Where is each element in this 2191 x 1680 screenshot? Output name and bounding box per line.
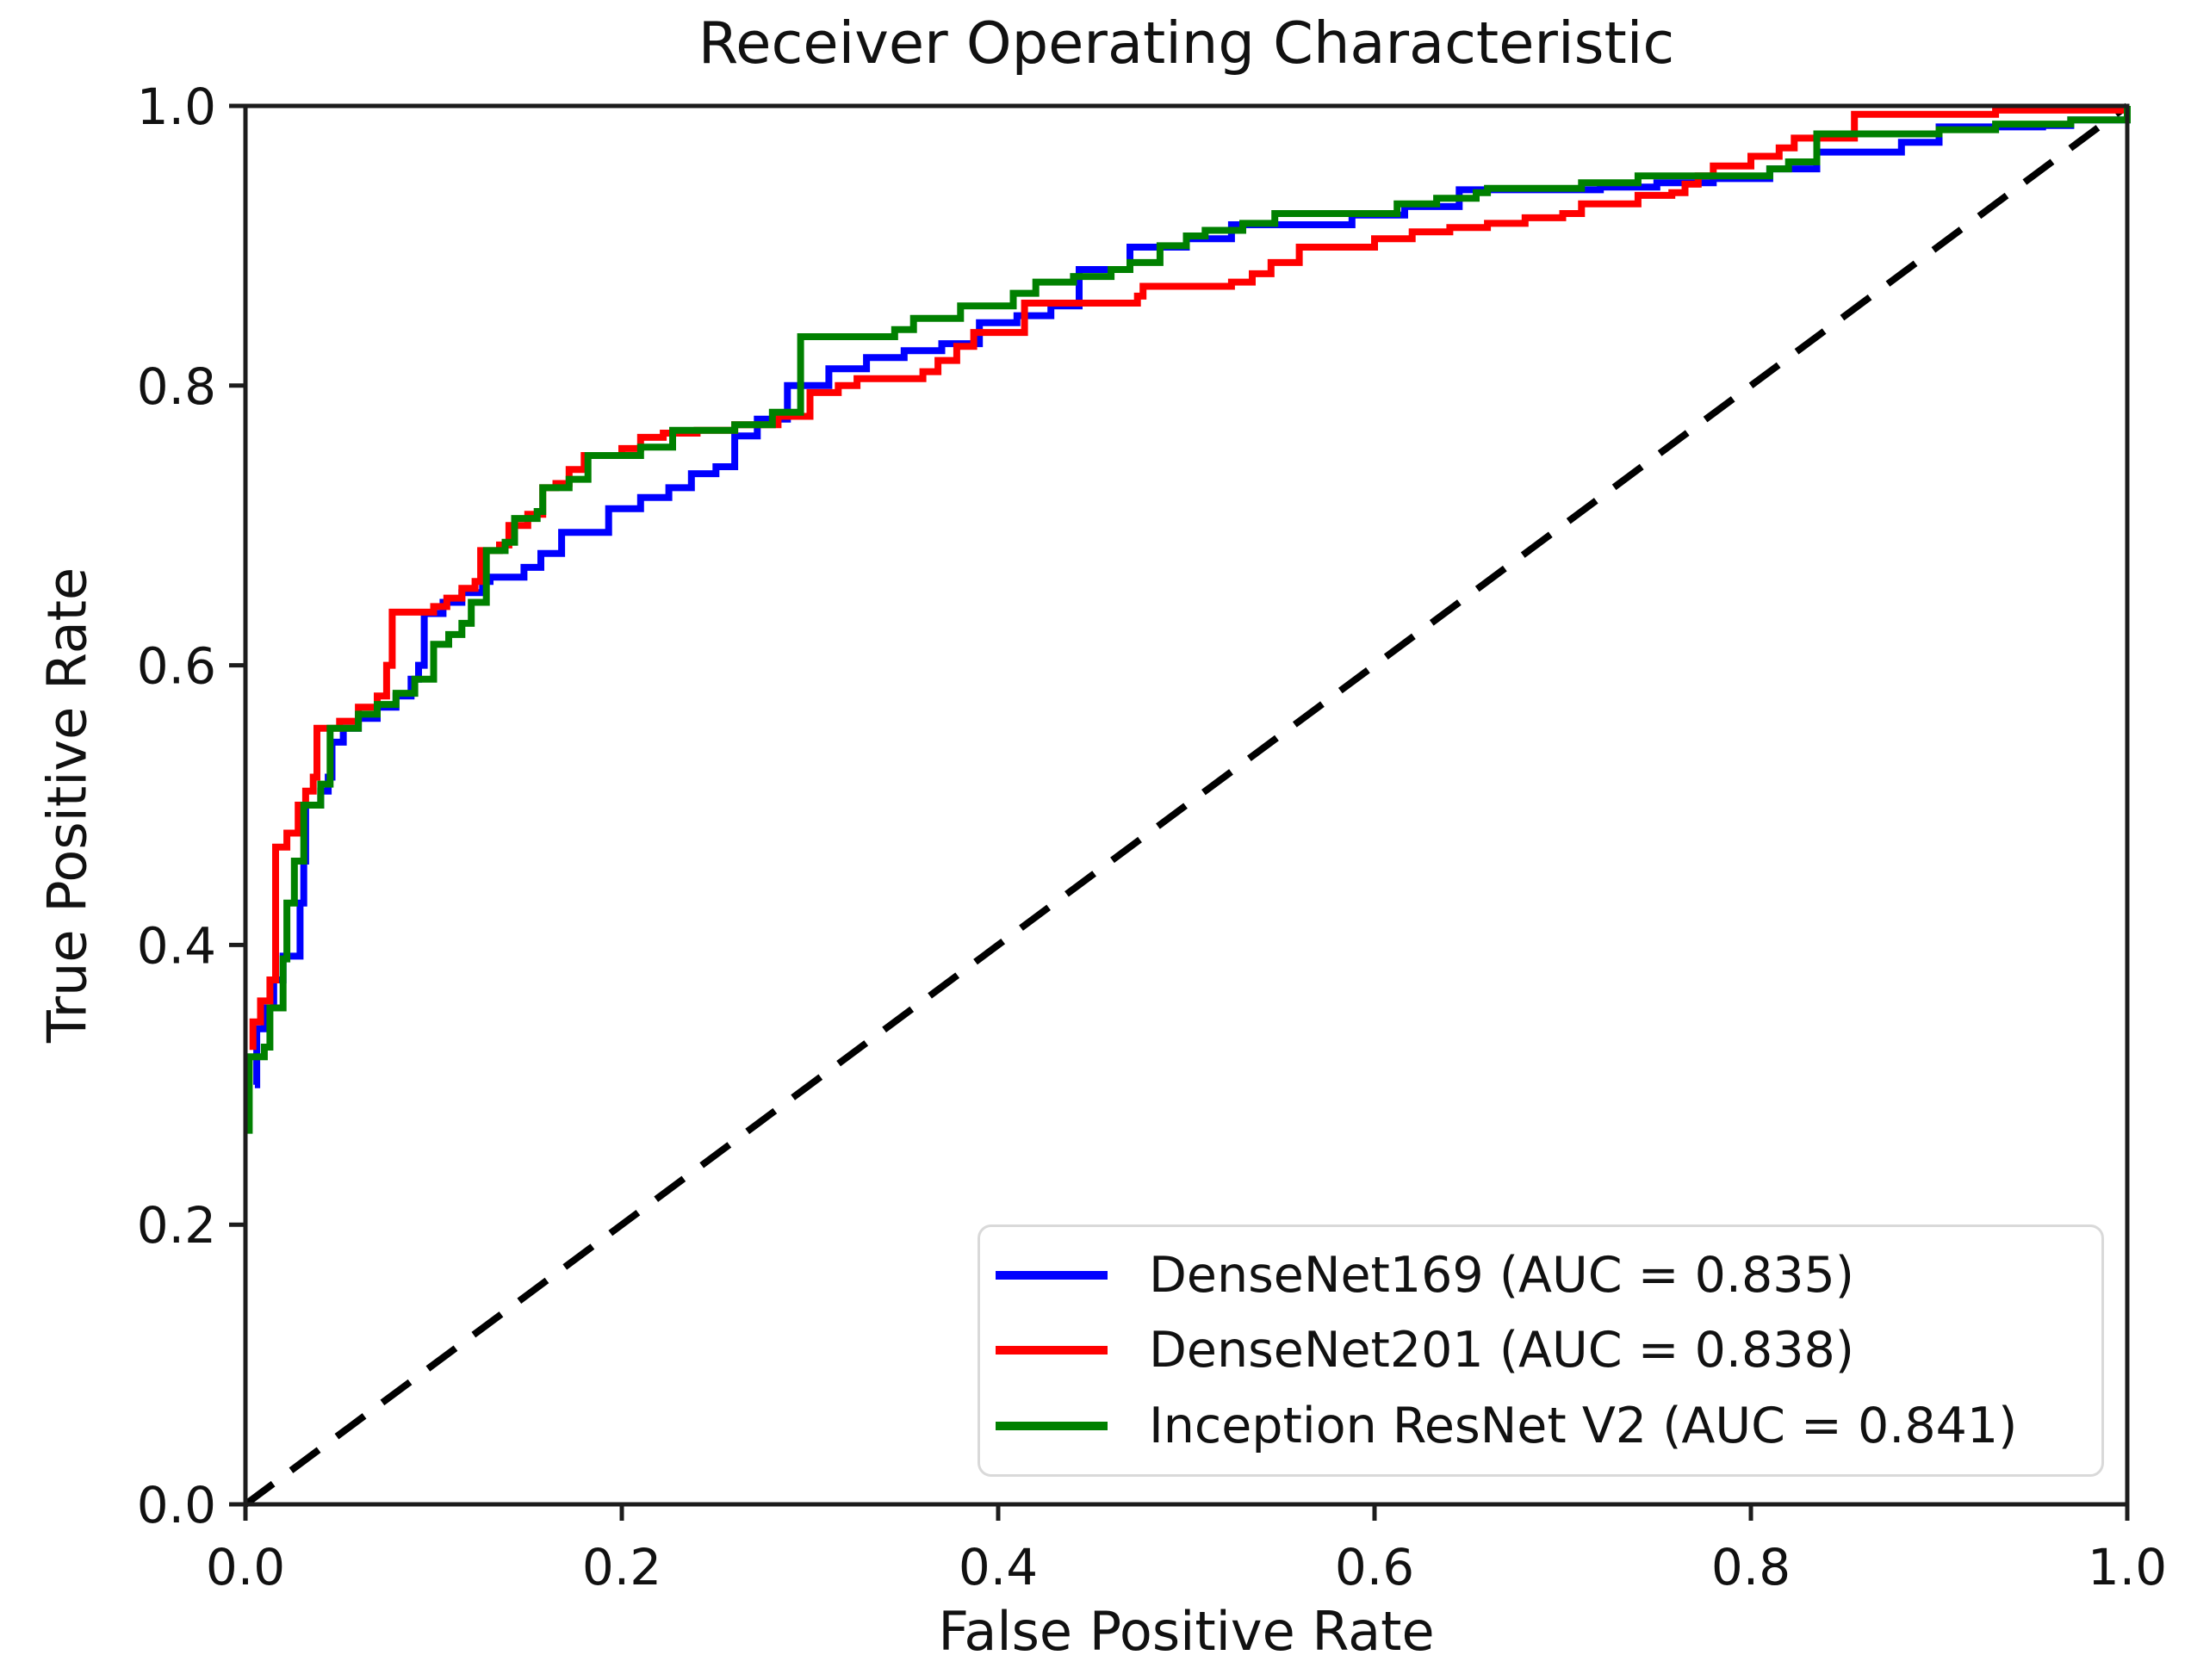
legend-line-swatch [996,1346,1108,1355]
y-tick-label: 0.4 [137,916,216,975]
y-tick-label: 0.0 [137,1476,216,1534]
roc-curve-densenet201 [249,106,2131,1051]
y-tick-label: 0.8 [137,357,216,416]
x-axis-label: False Positive Rate [938,1600,1435,1663]
legend-label: DenseNet201 (AUC = 0.838) [1149,1322,1854,1379]
legend-line-swatch [996,1422,1108,1431]
x-tick-label: 0.6 [1335,1538,1414,1596]
x-tick-label: 0.4 [959,1538,1038,1596]
chance-diagonal-line [243,102,2130,1508]
y-tick-label: 1.0 [137,77,216,136]
y-tick-label: 0.2 [137,1196,216,1255]
legend-item: DenseNet201 (AUC = 0.838) [980,1322,2101,1379]
y-tick-label: 0.6 [137,637,216,696]
x-tick-label: 0.0 [206,1538,285,1596]
legend-item: Inception ResNet V2 (AUC = 0.841) [980,1398,2101,1454]
x-tick-label: 0.8 [1711,1538,1791,1596]
legend-item: DenseNet169 (AUC = 0.835) [980,1247,2101,1304]
roc-curve-inception-resnet-v2 [245,106,2131,1134]
legend-label: Inception ResNet V2 (AUC = 0.841) [1149,1398,2018,1455]
chart-title: Receiver Operating Characteristic [698,9,1675,77]
y-axis-label: True Positive Rate [35,567,99,1044]
x-tick-label: 1.0 [2088,1538,2167,1596]
legend-line-swatch [996,1270,1108,1280]
legend-label: DenseNet169 (AUC = 0.835) [1149,1246,1854,1304]
x-tick-label: 0.2 [582,1538,661,1596]
plot-spines [243,103,2130,1507]
legend: DenseNet169 (AUC = 0.835) DenseNet201 (AU… [978,1224,2104,1477]
roc-curve-densenet169 [253,106,2131,1088]
